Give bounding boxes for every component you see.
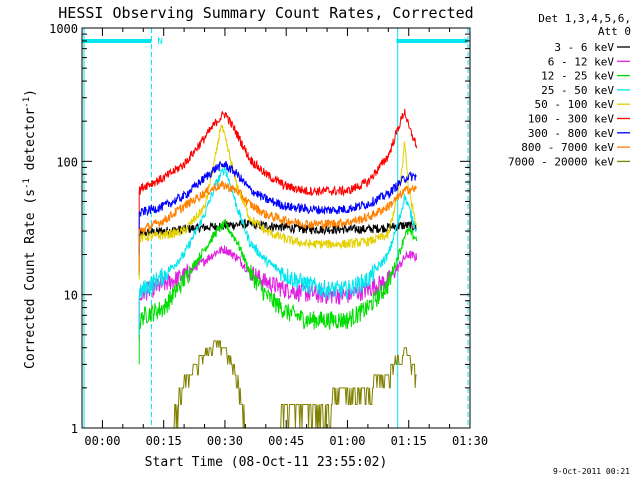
legend-label-1: 3 - 6 keV (554, 41, 614, 54)
plot-frame (81, 27, 471, 429)
legend-header-line-1: Det 1,3,4,5,6, (538, 12, 631, 25)
y-tick-label: 100 (56, 155, 78, 169)
y-tick-label: 1000 (49, 22, 78, 36)
status-bar-1 (82, 39, 152, 43)
series-line-5 (138, 124, 418, 280)
x-tick-label: 00:00 (84, 434, 120, 448)
x-tick-label: 00:15 (146, 434, 182, 448)
legend-label-9: 7000 - 20000 keV (508, 155, 614, 168)
x-axis-label: Start Time (08-Oct-11 23:55:02) (145, 455, 388, 470)
legend-label-3: 12 - 25 keV (541, 70, 614, 83)
series-line-7 (138, 160, 417, 255)
legend-label-5: 50 - 100 keV (535, 98, 615, 111)
y-tick-label: 10 (64, 289, 78, 303)
series-line-6 (138, 108, 418, 232)
series-line-3 (138, 218, 418, 365)
annotation-n: N (157, 37, 162, 47)
series-line-2 (138, 245, 418, 341)
series-line-8 (138, 179, 418, 272)
legend-label-8: 800 - 7000 keV (521, 141, 614, 154)
x-tick-label: 01:30 (452, 434, 488, 448)
legend-label-2: 6 - 12 keV (548, 55, 615, 68)
status-bar-2 (396, 39, 468, 43)
y-axis-label: Corrected Count Rate (s-1 detector-1) (22, 89, 38, 369)
series-line-9 (171, 340, 417, 429)
footer-timestamp: 9-Oct-2011 00:21 (553, 467, 630, 476)
x-tick-label: 00:45 (268, 434, 304, 448)
x-tick-label: 00:30 (207, 434, 243, 448)
chart-title: HESSI Observing Summary Count Rates, Cor… (58, 4, 473, 22)
legend-header-line-2: Att 0 (598, 25, 631, 38)
series-line-4 (138, 164, 418, 335)
series-line-1 (138, 218, 417, 276)
legend-label-7: 300 - 800 keV (528, 127, 614, 140)
axes: 00:00 00:15 00:30 00:45 01:00 01:15 01:30 1 10 10… (49, 22, 488, 448)
y-tick-label: 1 (71, 422, 78, 436)
x-tick-label: 01:00 (329, 434, 365, 448)
legend-label-4: 25 - 50 keV (541, 84, 614, 97)
legend-label-6: 100 - 300 keV (528, 113, 614, 126)
plot-area: N (82, 28, 469, 429)
x-tick-label: 01:15 (391, 434, 427, 448)
